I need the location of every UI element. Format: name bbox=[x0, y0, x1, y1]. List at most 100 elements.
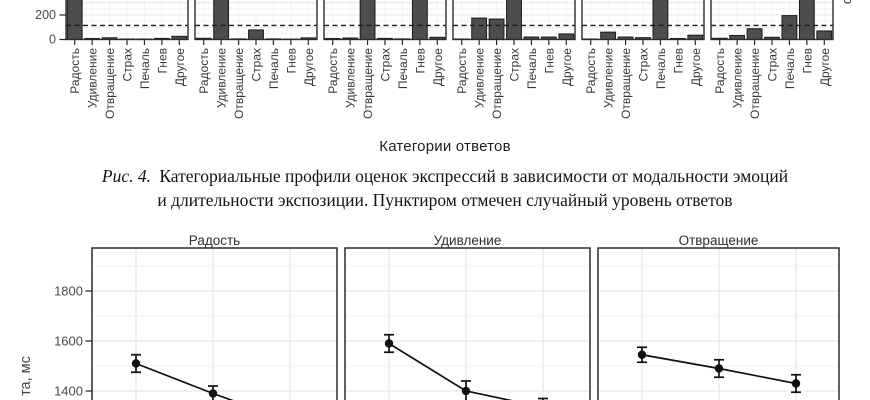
panel-border bbox=[581, 0, 705, 41]
data-point bbox=[384, 339, 394, 348]
figure-caption-number: Рис. 4. bbox=[101, 166, 151, 186]
bar-x-tick-label: Печаль bbox=[396, 48, 410, 89]
bar-x-tick-label: Гнев bbox=[284, 48, 298, 74]
line-y-tick-label: 1800 bbox=[54, 283, 83, 298]
bar-x-tick-label: Страх bbox=[637, 48, 651, 82]
bar-x-tick-label: Гнев bbox=[542, 48, 556, 74]
data-point bbox=[461, 386, 471, 396]
bar-x-tick-label: Удивление bbox=[215, 48, 229, 108]
bar bbox=[506, 0, 522, 40]
bar-x-tick-label: Печаль bbox=[267, 48, 281, 89]
line-panel-title: Удивление bbox=[434, 233, 502, 248]
bar bbox=[652, 0, 669, 40]
bar-x-tick-label: Удивление bbox=[344, 48, 358, 108]
bar-x-tick-label: Другое bbox=[302, 48, 316, 86]
bar-y-tick-label: 0 bbox=[49, 33, 56, 47]
line-panel: Удивление bbox=[344, 233, 591, 400]
bar-x-tick-label: Отвращение bbox=[490, 48, 504, 119]
data-point bbox=[637, 350, 647, 359]
bar bbox=[213, 0, 230, 40]
bar bbox=[781, 15, 798, 41]
panel-border bbox=[91, 247, 338, 400]
bar-x-tick-label: Отвращение bbox=[361, 48, 375, 119]
bar-chart-xaxis-title: Категории ответов bbox=[379, 138, 511, 155]
bar-x-tick-label: Страх bbox=[250, 48, 264, 82]
panel-background bbox=[345, 248, 590, 400]
bar-x-tick-label: Гнев bbox=[413, 48, 427, 74]
data-point bbox=[714, 364, 724, 373]
bar bbox=[600, 31, 617, 41]
bar-x-tick-label: Другое bbox=[560, 48, 574, 86]
line-panel-title: Отвращение bbox=[679, 233, 759, 248]
bar-x-tick-label: Удивление bbox=[602, 48, 616, 108]
bar bbox=[471, 17, 488, 40]
bar-x-tick-label: Печаль bbox=[138, 48, 152, 89]
figure-caption: Рис. 4. Категориальные профили оценок эк… bbox=[20, 164, 870, 212]
bar-x-tick-label: Другое bbox=[689, 48, 703, 86]
figure-caption-line1: Категориальные профили оценок экспрессий… bbox=[159, 166, 789, 186]
line-y-tick-label: 1600 bbox=[54, 333, 83, 348]
bar-x-tick-label: Радость bbox=[326, 48, 340, 94]
bar-y-tick-label: 200 bbox=[35, 8, 56, 22]
bar-x-tick-label: Удивление bbox=[731, 48, 745, 108]
panel-border bbox=[344, 247, 591, 400]
line-y-tick-label: 1400 bbox=[54, 383, 83, 398]
bar-x-tick-label: Радость bbox=[68, 48, 82, 94]
bar bbox=[798, 0, 815, 40]
line-panel: Отвращение bbox=[597, 233, 840, 400]
panel-border bbox=[452, 0, 576, 41]
bar-x-tick-label: Другое bbox=[818, 48, 832, 86]
line-yaxis-label-fragment: та, мс bbox=[18, 356, 34, 396]
line-facets-chart: 1800 1600 1400 та, мс Радость Удивление Отвращ… bbox=[18, 233, 840, 400]
bar-x-tick-label: Удивление bbox=[473, 48, 487, 108]
line-panel: Радость bbox=[91, 233, 338, 400]
bar-x-tick-label: Другое bbox=[173, 48, 187, 86]
bar bbox=[488, 18, 505, 40]
bar-x-tick-label: Отвращение bbox=[103, 48, 117, 119]
bar-x-tick-label: Страх bbox=[121, 48, 135, 82]
panel-border bbox=[194, 0, 318, 41]
panel-border bbox=[597, 247, 840, 400]
bar-x-tick-label: Отвращение bbox=[748, 48, 762, 119]
panel-border bbox=[323, 0, 447, 41]
bar-x-tick-label: Отвращение bbox=[619, 48, 633, 119]
bar bbox=[248, 29, 264, 40]
bar-x-tick-label: Радость bbox=[584, 48, 598, 94]
bar-x-tick-label: Удивление bbox=[86, 48, 100, 108]
bar-x-tick-label: Отвращение bbox=[232, 48, 246, 119]
bar bbox=[411, 0, 428, 40]
line-panel-title: Радость bbox=[189, 233, 240, 248]
data-point bbox=[791, 379, 801, 388]
panel-border bbox=[710, 0, 834, 41]
bar-x-tick-label: Печаль bbox=[525, 48, 539, 89]
bar-x-tick-label: Гнев bbox=[671, 48, 685, 74]
bar-x-tick-label: Страх bbox=[379, 48, 393, 82]
bar-x-tick-label: Радость bbox=[455, 48, 469, 94]
bar bbox=[558, 33, 575, 40]
bar-x-tick-label: Страх bbox=[766, 48, 780, 82]
bar-x-tick-label: Гнев bbox=[155, 48, 169, 74]
bar bbox=[816, 30, 833, 40]
bar-x-tick-label: Другое bbox=[431, 48, 445, 86]
bar-x-tick-label: Радость bbox=[197, 48, 211, 94]
bar-x-tick-label: Страх bbox=[508, 48, 522, 82]
data-point bbox=[208, 389, 218, 398]
bar-x-tick-label: Гнев bbox=[800, 48, 814, 74]
bar bbox=[66, 0, 83, 40]
bar bbox=[359, 0, 376, 40]
facet-strip-label-fragment: о bbox=[841, 0, 857, 5]
bar-x-tick-label: Печаль bbox=[783, 48, 797, 89]
panel-background bbox=[92, 248, 337, 400]
data-point bbox=[131, 359, 141, 368]
bar bbox=[746, 28, 763, 40]
panel-border bbox=[65, 0, 189, 41]
figure-caption-line2: и длительности экспозиции. Пунктиром отм… bbox=[157, 190, 733, 210]
